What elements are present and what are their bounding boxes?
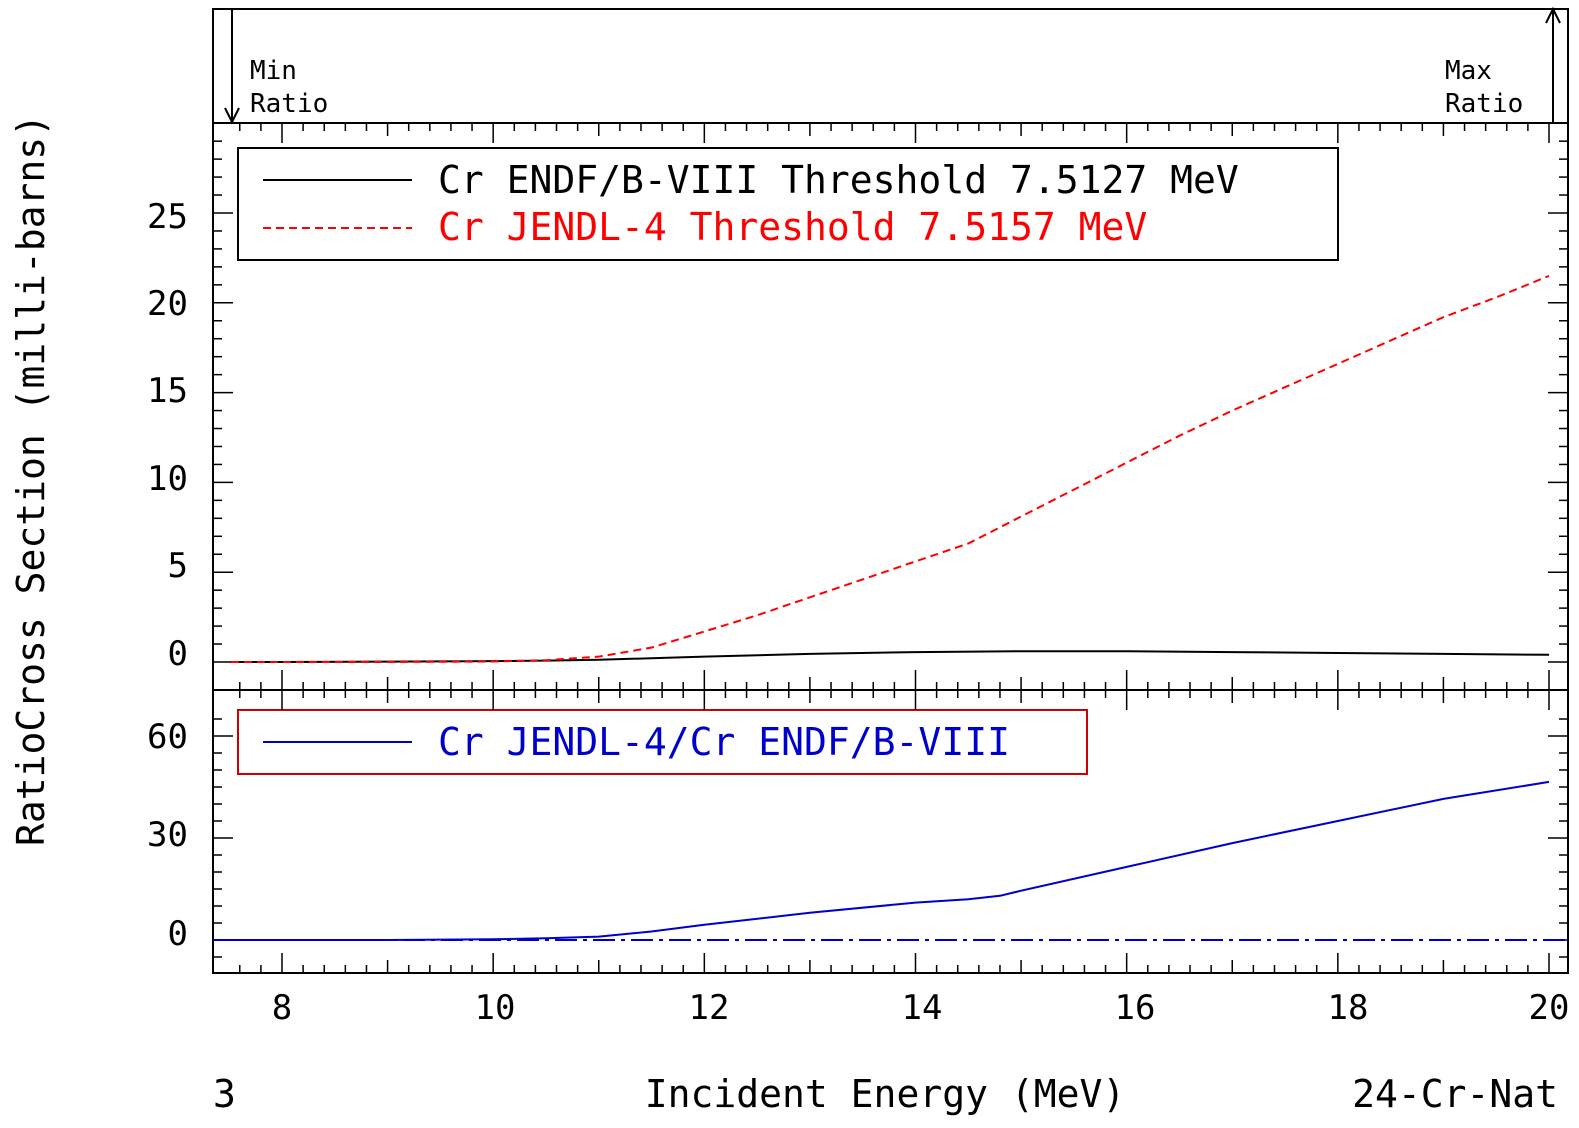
cross-section-series-line-0	[230, 650, 1550, 663]
ratio-panel-frame	[212, 689, 1569, 974]
min-ratio-label-line2: Ratio	[250, 89, 328, 119]
min-ratio-arrow	[224, 9, 240, 125]
y-tick-label: 5	[168, 546, 188, 586]
bottom-right-label: 24-Cr-Nat	[1352, 1072, 1558, 1116]
bottom-left-label: 3	[213, 1072, 236, 1116]
ratio-legend-box	[237, 709, 1088, 775]
x-tick-label: 10	[475, 988, 516, 1028]
y-tick-label: 15	[147, 371, 188, 411]
max-ratio-label-line2: Ratio	[1445, 89, 1523, 119]
legend-text-jendl: Cr JENDL-4 Threshold 7.5157 MeV	[438, 205, 1147, 249]
x-tick-label: 14	[902, 988, 943, 1028]
x-axis-label: Incident Energy (MeV)	[645, 1072, 1125, 1116]
y-tick-label: 0	[168, 914, 188, 954]
x-tick-label: 18	[1328, 988, 1369, 1028]
axis-ticks	[213, 123, 1568, 973]
x-tick-labels: 8 10 12 14 16 18 20	[272, 988, 1570, 1028]
y-tick-label: 0	[168, 634, 188, 674]
y-tick-label: 30	[147, 815, 188, 855]
cross-section-series-line-1	[230, 274, 1550, 663]
x-tick-label: 12	[689, 988, 730, 1028]
x-tick-label: 16	[1115, 988, 1156, 1028]
legend-box	[237, 147, 1339, 261]
top-y-tick-labels: 25 20 15 10 5 0	[147, 197, 188, 674]
x-tick-label: 8	[272, 988, 292, 1028]
ratio-series-line-0	[230, 780, 1550, 941]
max-ratio-label-line1: Max	[1445, 56, 1492, 86]
max-ratio-arrow	[1545, 6, 1561, 122]
data-marks	[213, 274, 1568, 941]
cross-section-legend: Cr ENDF/B-VIII Threshold 7.5127 MeV Cr J…	[237, 147, 1339, 261]
legend-text-ratio: Cr JENDL-4/Cr ENDF/B-VIII	[438, 720, 1010, 764]
legend-text-endf: Cr ENDF/B-VIII Threshold 7.5127 MeV	[438, 158, 1239, 202]
y-axis-label: RatioCross Section (milli-barns)	[9, 114, 53, 846]
y-tick-label: 10	[147, 459, 188, 499]
ratio-y-tick-labels: 60 30 0	[147, 717, 188, 954]
x-tick-label: 20	[1529, 988, 1570, 1028]
ratio-band-frame	[212, 8, 1569, 124]
y-tick-label: 60	[147, 717, 188, 757]
min-ratio-label-line1: Min	[250, 56, 297, 86]
ratio-legend: Cr JENDL-4/Cr ENDF/B-VIII	[237, 709, 1088, 775]
y-tick-label: 20	[147, 284, 188, 324]
y-tick-label: 25	[147, 197, 188, 237]
